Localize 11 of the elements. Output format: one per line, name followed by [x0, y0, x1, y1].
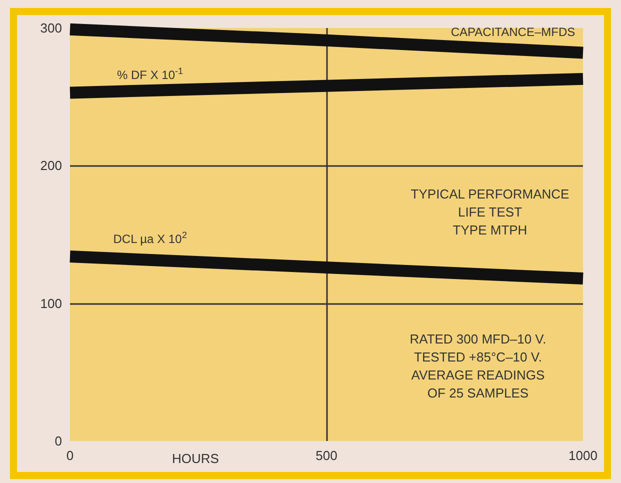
- x-tick-label: 0: [66, 448, 74, 463]
- series-label: CAPACITANCE–MFDS: [450, 24, 576, 39]
- y-tick-label: 100: [40, 296, 62, 311]
- x-tick-label: 1000: [568, 448, 598, 463]
- y-tick-label: 0: [54, 434, 62, 448]
- x-tick-label: 500: [316, 448, 338, 463]
- annotation: TYPICAL PERFORMANCE LIFE TEST TYPE MTPH: [410, 186, 570, 238]
- y-tick-label: 200: [40, 158, 62, 174]
- y-tick-label: 300: [40, 20, 62, 36]
- x-axis-title: HOURS: [172, 451, 220, 466]
- annotation: RATED 300 MFD–10 V. TESTED +85°C–10 V. AVERAGE READINGS OF 25 SAMPLES: [410, 332, 546, 400]
